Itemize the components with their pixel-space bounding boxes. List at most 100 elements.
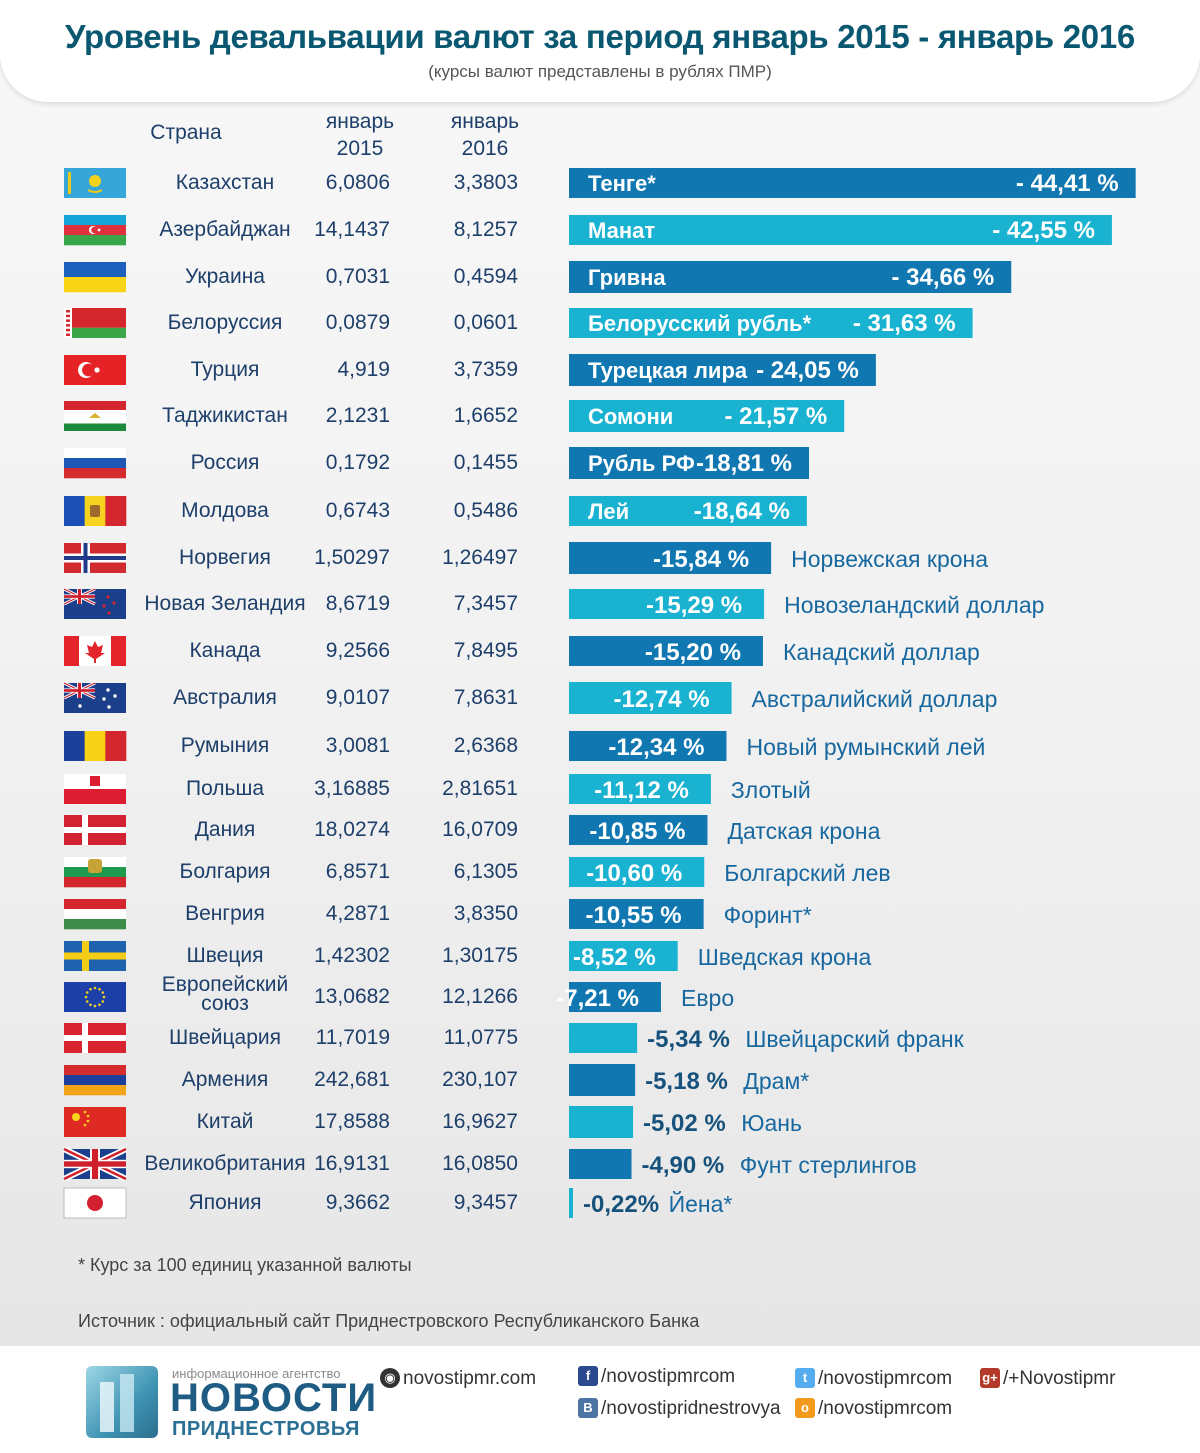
news-logo-icon — [86, 1366, 158, 1438]
rate-jan2016: 1,30175 — [442, 944, 518, 967]
value-label: -4,90 % — [642, 1152, 725, 1179]
bar — [569, 941, 678, 971]
country-label: Япония — [189, 1191, 262, 1214]
currency-label: Шведская крона — [698, 944, 872, 970]
bar — [569, 354, 876, 386]
bar — [569, 1149, 632, 1179]
value-label: - 42,55 % — [992, 217, 1095, 244]
rate-jan2016: 3,3803 — [454, 171, 518, 194]
facebook-icon: f — [578, 1366, 598, 1386]
rate-jan2015: 0,6743 — [326, 499, 390, 522]
rate-jan2015: 9,3662 — [326, 1191, 390, 1214]
value-label: - 31,63 % — [853, 310, 956, 337]
denmark-flag — [64, 815, 126, 845]
currency-label: Юань — [741, 1110, 802, 1136]
country-label: Белоруссия — [168, 311, 283, 334]
country-label: Польша — [186, 777, 264, 800]
poland-flag — [64, 774, 126, 804]
country-label: Украина — [185, 265, 265, 288]
rate-jan2016: 7,3457 — [454, 592, 518, 615]
vk-link[interactable]: B/novostipridnestrovya — [578, 1398, 781, 1420]
rate-jan2016: 1,26497 — [442, 546, 518, 569]
country-label: Норвегия — [179, 546, 271, 569]
rate-jan2015: 2,1231 — [326, 404, 390, 427]
bar — [569, 400, 845, 432]
rate-jan2015: 0,1792 — [326, 451, 390, 474]
value-label: - 44,41 % — [1016, 170, 1119, 197]
currency-label: Австралийский доллар — [752, 686, 998, 712]
footer: информационное агентство НОВОСТИ ПРИДНЕС… — [0, 1346, 1200, 1453]
rate-jan2015: 9,0107 — [326, 686, 390, 709]
australia-flag — [63, 681, 126, 713]
odnoklassniki-icon: o — [795, 1398, 815, 1418]
bar — [569, 982, 661, 1012]
country-label: Россия — [191, 451, 260, 474]
value-label: -7,21 % — [556, 985, 639, 1012]
logo-title: НОВОСТИ — [170, 1376, 378, 1420]
currency-label: Тенге* — [588, 171, 656, 196]
rate-jan2016: 0,4594 — [454, 265, 519, 288]
country-label: Армения — [182, 1068, 269, 1091]
bar — [569, 1106, 634, 1138]
rate-jan2016: 16,0709 — [442, 818, 518, 841]
rate-jan2015: 3,16885 — [314, 777, 390, 800]
value-label: -10,60 % — [586, 860, 682, 887]
uk-flag — [62, 1146, 128, 1182]
rate-jan2015: 1,50297 — [314, 546, 390, 569]
currency-label: Йена* — [669, 1190, 733, 1217]
value-label: -11,12 % — [594, 777, 689, 804]
rate-jan2015: 1,42302 — [314, 944, 390, 967]
currency-label: Евро — [681, 985, 734, 1011]
rate-jan2016: 7,8495 — [454, 639, 518, 662]
currency-label: Болгарский лев — [724, 860, 890, 886]
facebook-link[interactable]: f/novostipmrcom — [578, 1366, 735, 1388]
rate-jan2015: 13,0682 — [314, 985, 390, 1008]
currency-label: Новый румынский лей — [746, 734, 985, 760]
rate-jan2015: 3,0081 — [326, 734, 390, 757]
gplus-link[interactable]: g+/+Novostipmr — [980, 1368, 1115, 1390]
value-label: - 24,05 % — [756, 357, 859, 384]
currency-label: Датская крона — [727, 818, 880, 844]
rate-jan2016: 9,3457 — [454, 1191, 518, 1214]
bar — [569, 1064, 636, 1096]
rate-jan2015: 16,9131 — [314, 1152, 390, 1175]
currency-label: Турецкая лира — [588, 358, 748, 383]
currency-label: Канадский доллар — [783, 639, 980, 665]
logo-subtitle: ПРИДНЕСТРОВЬЯ — [172, 1418, 360, 1440]
currency-label: Сомони — [588, 404, 673, 429]
country-label: Канада — [189, 639, 260, 662]
twitter-icon: t — [795, 1368, 815, 1388]
value-label: -10,55 % — [586, 902, 682, 929]
bar — [569, 682, 732, 714]
bar — [569, 496, 807, 526]
rate-jan2016: 3,8350 — [454, 902, 518, 925]
rate-jan2016: 2,81651 — [442, 777, 518, 800]
country-label: Казахстан — [176, 171, 274, 194]
country-label: Великобритания — [144, 1152, 305, 1175]
bar — [569, 857, 705, 887]
twitter-link[interactable]: t/novostipmrcom — [795, 1368, 952, 1390]
bar — [569, 308, 973, 338]
value-label: -15,29 % — [646, 592, 742, 619]
value-label: -5,18 % — [645, 1068, 728, 1095]
rate-jan2016: 16,9627 — [442, 1110, 518, 1133]
rate-jan2015: 6,0806 — [326, 171, 390, 194]
odnoklassniki-link[interactable]: o/novostipmrcom — [795, 1398, 952, 1420]
value-label: - 34,66 % — [892, 264, 995, 291]
norway-flag — [64, 543, 126, 573]
website-link[interactable]: ◉ novostipmr.com — [380, 1368, 536, 1390]
country-label: Болгария — [180, 860, 271, 883]
rate-jan2016: 0,0601 — [454, 311, 518, 334]
russia-flag — [64, 448, 126, 479]
rate-jan2015: 6,8571 — [326, 860, 390, 883]
value-label: -18,81 % — [696, 450, 792, 477]
value-label: -18,64 % — [694, 498, 790, 525]
kazakhstan-flag — [64, 168, 126, 198]
new-zealand-flag — [63, 587, 126, 619]
rate-jan2016: 2,6368 — [454, 734, 518, 757]
bar — [569, 1188, 573, 1218]
twitter-text: /novostipmrcom — [818, 1368, 953, 1389]
moldova-flag — [64, 496, 127, 526]
value-label: -15,20 % — [645, 639, 741, 666]
rate-jan2015: 4,2871 — [326, 902, 390, 925]
